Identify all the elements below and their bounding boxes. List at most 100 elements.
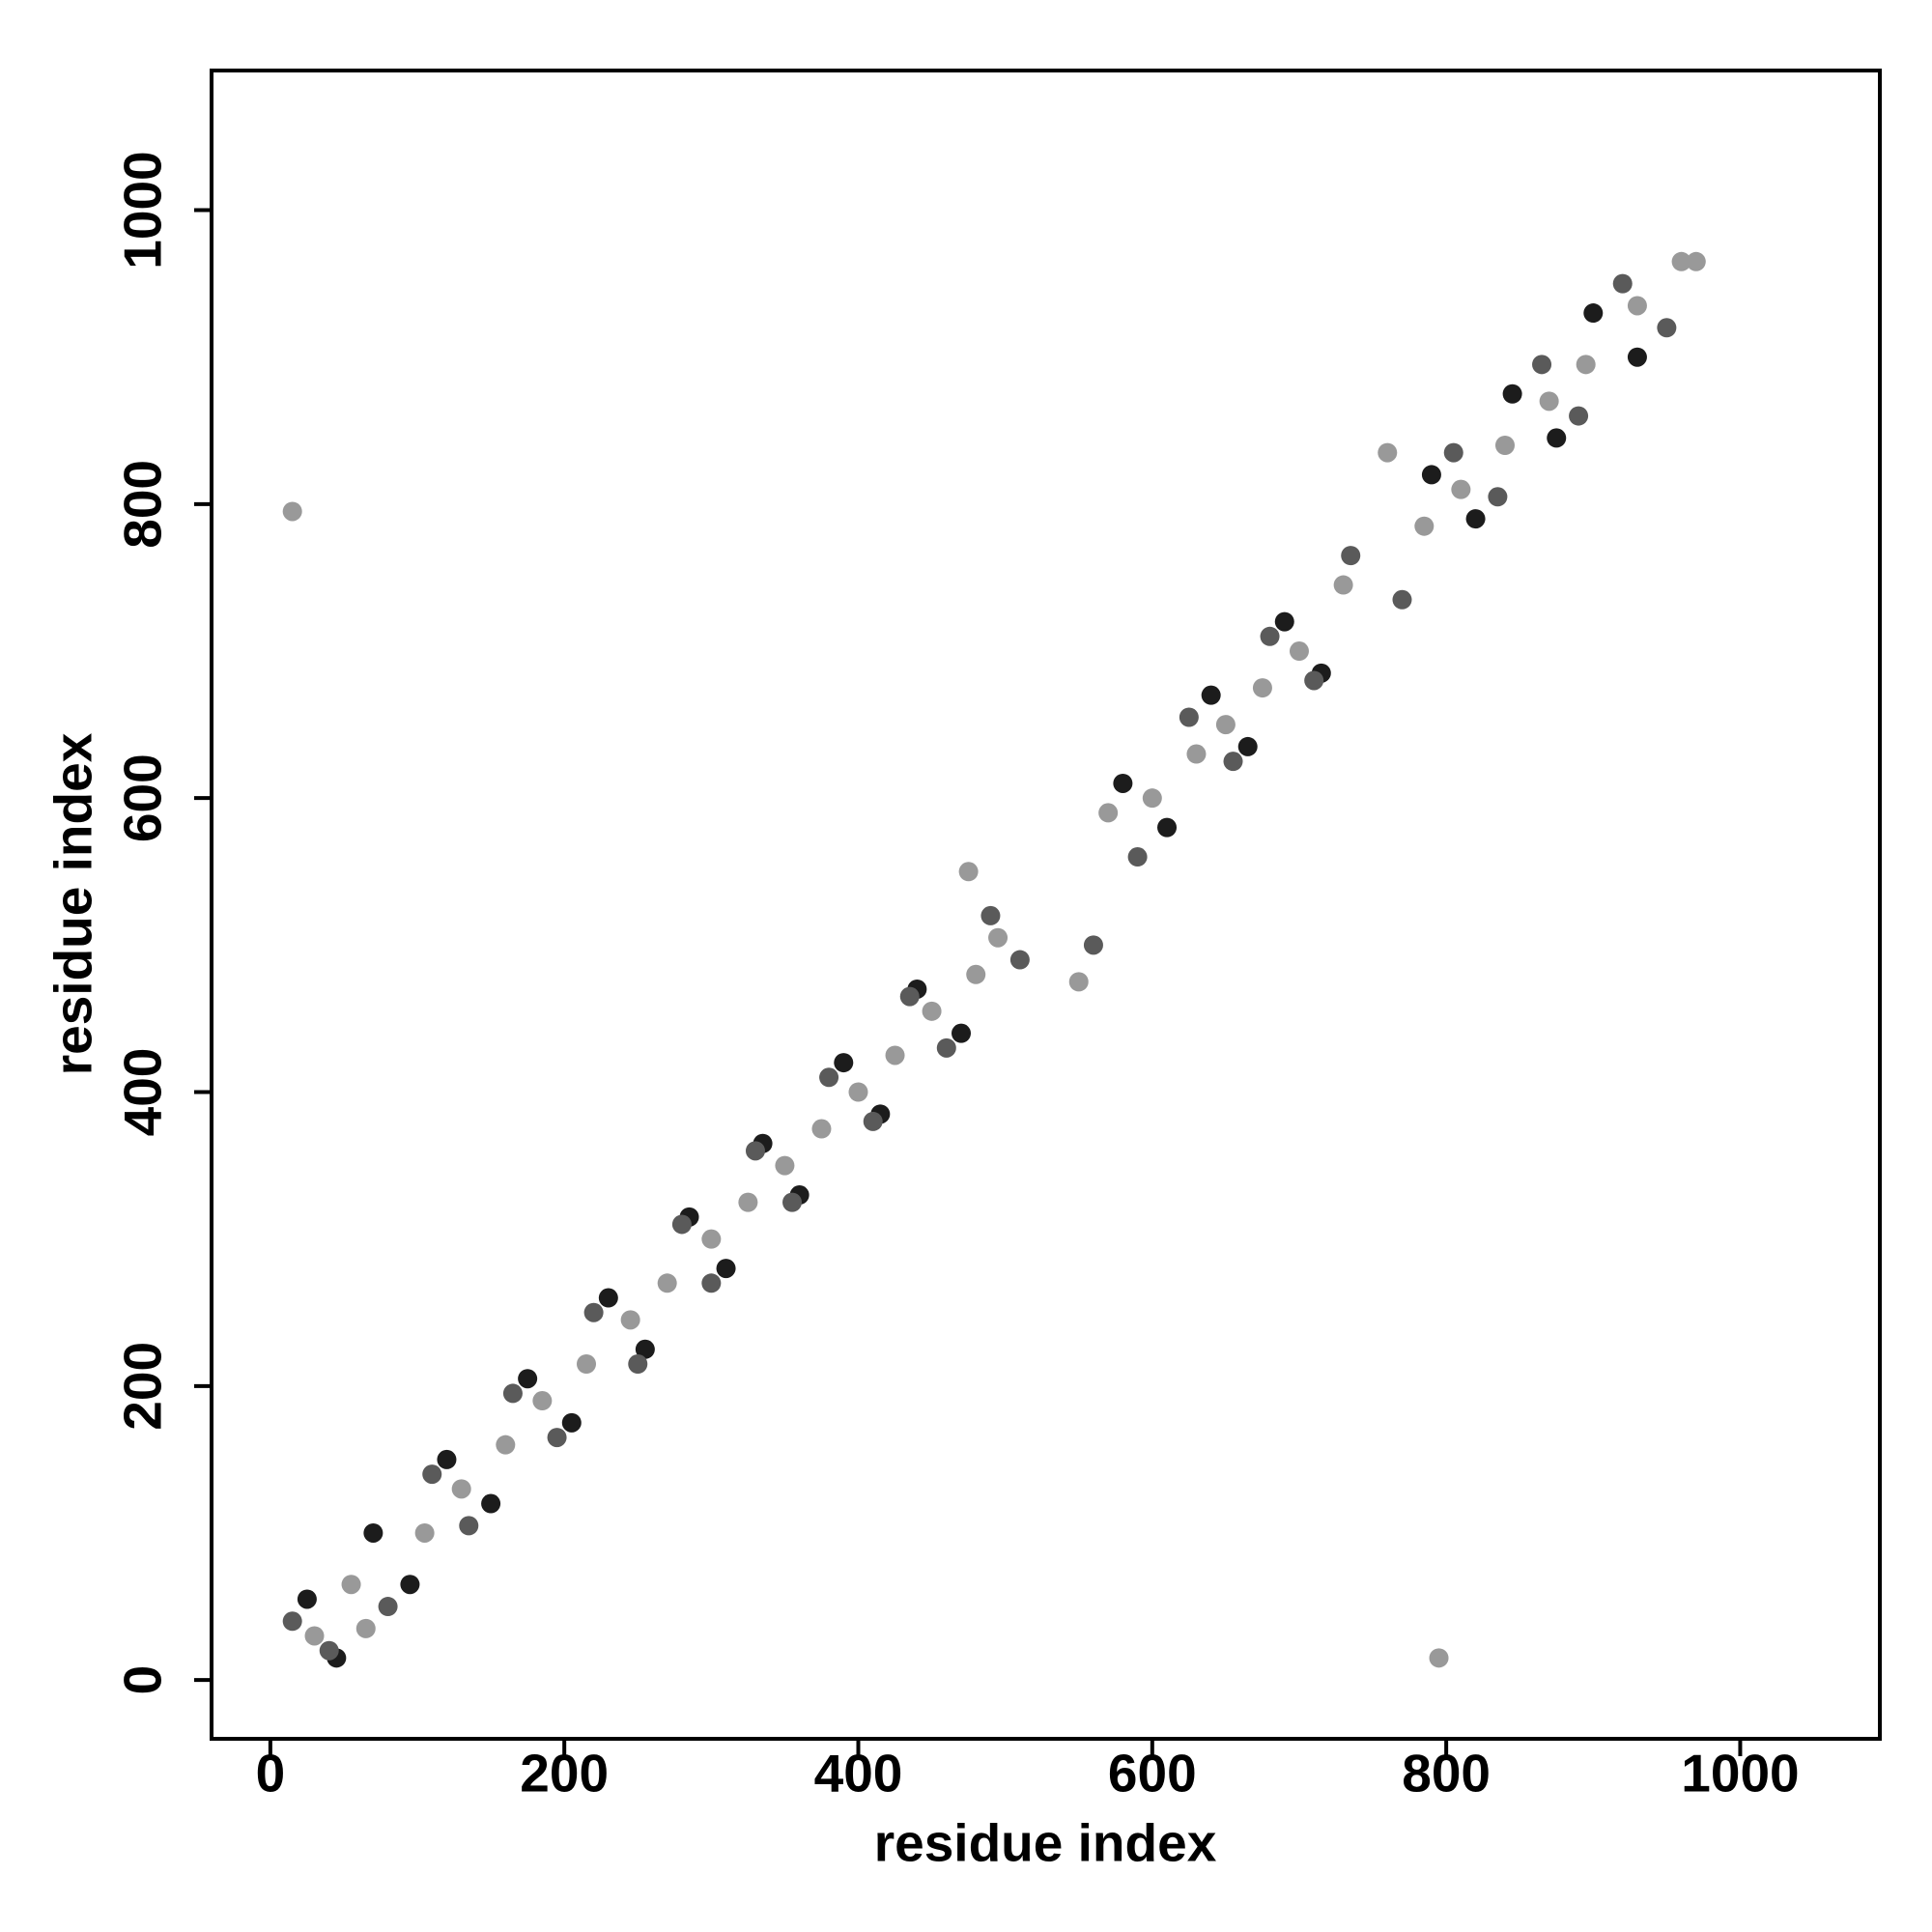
- point: [481, 1493, 501, 1514]
- point: [1686, 251, 1706, 271]
- point: [620, 1310, 640, 1330]
- point: [1627, 347, 1647, 367]
- point: [378, 1597, 398, 1617]
- point: [863, 1111, 883, 1131]
- point: [1113, 773, 1133, 793]
- point: [1392, 589, 1412, 610]
- point: [341, 1575, 361, 1595]
- point: [577, 1353, 597, 1374]
- point: [1488, 487, 1508, 507]
- point: [980, 905, 1001, 925]
- x-tick-label: 1000: [1681, 1744, 1799, 1804]
- point: [811, 1119, 832, 1139]
- point: [1451, 479, 1471, 499]
- point: [561, 1412, 582, 1433]
- y-tick-label: 1000: [113, 151, 173, 269]
- point: [1494, 436, 1515, 456]
- point: [1252, 678, 1272, 698]
- point: [1657, 318, 1677, 338]
- point: [1627, 296, 1647, 316]
- point: [1576, 355, 1596, 375]
- point: [1378, 442, 1398, 463]
- y-axis-title: residue index: [43, 732, 103, 1075]
- point: [848, 1082, 868, 1102]
- plot-frame: [210, 69, 1882, 1741]
- point: [1068, 972, 1089, 992]
- y-tick-label: 0: [113, 1665, 173, 1695]
- point: [297, 1589, 317, 1609]
- x-tick-label: 400: [814, 1744, 903, 1804]
- point: [1502, 384, 1522, 404]
- point: [1583, 303, 1604, 324]
- point: [363, 1522, 384, 1543]
- point: [1547, 428, 1567, 448]
- point: [1671, 251, 1691, 271]
- point: [532, 1391, 553, 1411]
- x-tick-label: 800: [1402, 1744, 1491, 1804]
- point: [1179, 707, 1199, 727]
- point: [1237, 736, 1258, 756]
- point: [1142, 788, 1162, 809]
- point: [775, 1155, 795, 1176]
- point: [958, 862, 979, 882]
- point: [400, 1575, 420, 1595]
- x-tick-label: 600: [1108, 1744, 1197, 1804]
- point: [1612, 273, 1633, 294]
- point: [1429, 1648, 1449, 1668]
- point: [1532, 355, 1552, 375]
- point: [598, 1288, 618, 1308]
- point: [437, 1449, 457, 1469]
- point: [1186, 744, 1207, 764]
- y-tick-label: 600: [113, 753, 173, 842]
- point: [451, 1479, 471, 1499]
- point: [1465, 509, 1486, 529]
- point: [1341, 546, 1361, 566]
- point: [422, 1464, 442, 1485]
- point: [701, 1229, 722, 1249]
- point: [1443, 442, 1463, 463]
- point: [1304, 670, 1324, 691]
- point: [966, 964, 986, 984]
- x-tick-label: 0: [256, 1744, 286, 1804]
- x-tick-label: 200: [520, 1744, 609, 1804]
- point: [1414, 516, 1435, 536]
- y-tick-label: 800: [113, 460, 173, 549]
- point: [319, 1640, 339, 1661]
- point: [1127, 847, 1148, 867]
- point: [1539, 391, 1559, 412]
- point: [716, 1259, 736, 1279]
- point: [1009, 950, 1030, 970]
- point: [459, 1516, 479, 1536]
- point: [1421, 465, 1441, 485]
- point: [518, 1369, 538, 1389]
- point: [819, 1067, 839, 1088]
- point: [952, 1023, 972, 1043]
- point: [1083, 935, 1103, 955]
- y-tick-label: 400: [113, 1048, 173, 1137]
- y-tick-label: 200: [113, 1342, 173, 1431]
- point: [899, 986, 920, 1007]
- point: [414, 1522, 435, 1543]
- x-axis-title: residue index: [874, 1813, 1217, 1873]
- point: [628, 1353, 648, 1374]
- point: [922, 1001, 942, 1021]
- point: [1260, 626, 1280, 646]
- point: [671, 1214, 692, 1235]
- point: [1289, 641, 1309, 662]
- point: [745, 1141, 765, 1161]
- point: [496, 1435, 516, 1455]
- point: [738, 1192, 758, 1212]
- point: [988, 927, 1009, 948]
- point: [1215, 715, 1236, 735]
- point: [1274, 611, 1294, 632]
- point: [1569, 406, 1589, 426]
- point: [782, 1192, 803, 1212]
- point: [1098, 803, 1119, 823]
- point: [701, 1273, 722, 1293]
- point: [657, 1273, 677, 1293]
- point: [936, 1037, 956, 1058]
- point: [1223, 752, 1243, 772]
- point: [834, 1053, 854, 1073]
- point: [583, 1302, 604, 1322]
